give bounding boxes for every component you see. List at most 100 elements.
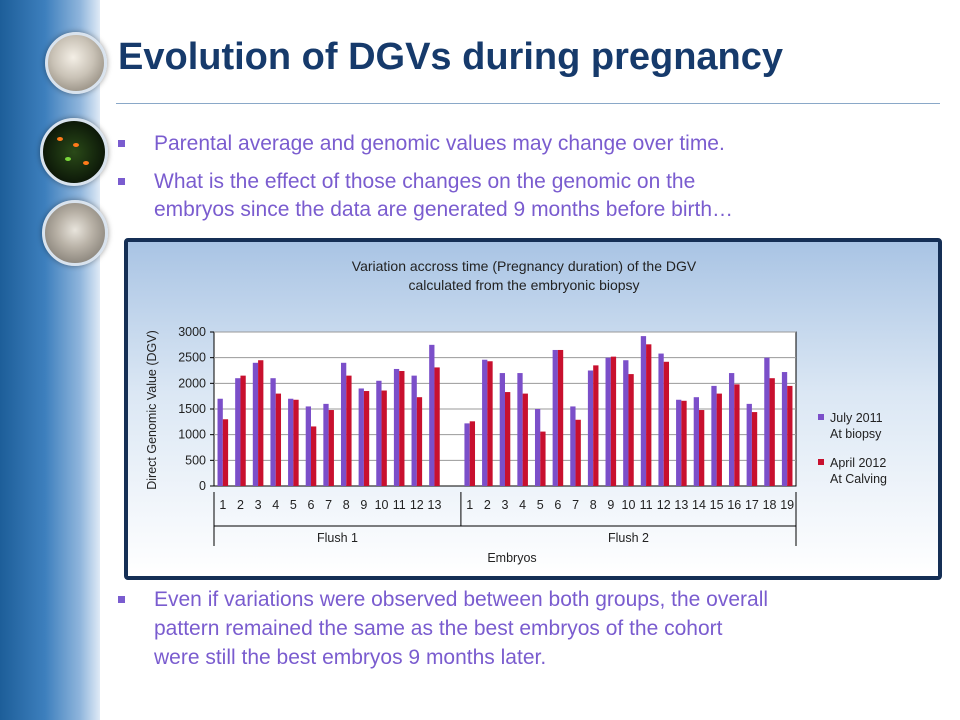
bar-july-2011 bbox=[252, 362, 259, 486]
bar-july-2011 bbox=[340, 362, 347, 486]
bar-april-2012 bbox=[575, 419, 581, 486]
bar-april-2012 bbox=[346, 375, 352, 486]
y-tick-label: 0 bbox=[199, 479, 206, 493]
x-tick-label: 19 bbox=[780, 498, 794, 512]
bar-july-2011 bbox=[587, 370, 594, 486]
bar-july-2011 bbox=[235, 378, 241, 486]
x-tick-label: 8 bbox=[590, 498, 597, 512]
bar-april-2012 bbox=[381, 390, 387, 486]
title-divider bbox=[116, 103, 940, 104]
bullet-1-text: Parental average and genomic values may … bbox=[154, 132, 725, 155]
bar-april-2012 bbox=[681, 400, 687, 486]
y-tick-label: 3000 bbox=[178, 325, 206, 339]
x-tick-label: 11 bbox=[393, 498, 406, 512]
bullet-2-line-1: What is the effect of those changes on t… bbox=[154, 170, 696, 193]
bullet-2-line-2: embryos since the data are generated 9 m… bbox=[154, 198, 733, 221]
x-tick-label: 6 bbox=[554, 498, 561, 512]
legend-label-series-1-line-1: July 2011 bbox=[830, 411, 883, 425]
bar-july-2011 bbox=[534, 409, 541, 486]
x-tick-label: 3 bbox=[502, 498, 509, 512]
bar-april-2012 bbox=[663, 361, 670, 486]
x-tick-label: 18 bbox=[763, 498, 777, 512]
x-tick-label: 7 bbox=[572, 498, 579, 512]
bullet-3-line-2: pattern remained the same as the best em… bbox=[154, 617, 723, 640]
x-tick-label: 12 bbox=[410, 498, 424, 512]
y-tick-label: 1000 bbox=[178, 428, 206, 442]
bar-july-2011 bbox=[623, 360, 629, 486]
bar-july-2011 bbox=[288, 398, 294, 486]
bar-april-2012 bbox=[628, 374, 634, 486]
chart-title-line-2: calculated from the embryonic biopsy bbox=[408, 277, 639, 293]
bar-july-2011 bbox=[764, 357, 770, 486]
x-tick-label: 8 bbox=[343, 498, 350, 512]
bar-april-2012 bbox=[787, 385, 793, 486]
x-tick-label: 11 bbox=[640, 498, 653, 512]
bar-april-2012 bbox=[522, 393, 528, 486]
x-axis-label: Embryos bbox=[487, 551, 536, 565]
bar-april-2012 bbox=[557, 349, 564, 486]
bar-july-2011 bbox=[358, 388, 364, 486]
bar-july-2011 bbox=[411, 375, 417, 486]
dgv-chart: Variation accross time (Pregnancy durati… bbox=[124, 238, 942, 580]
bar-july-2011 bbox=[728, 373, 735, 486]
legend-label-series-1-line-2: At biopsy bbox=[830, 427, 882, 441]
bar-april-2012 bbox=[399, 371, 405, 486]
bar-april-2012 bbox=[328, 410, 334, 486]
y-tick-label: 2500 bbox=[178, 351, 206, 365]
slide-title: Evolution of DGVs during pregnancy bbox=[118, 36, 784, 78]
bar-april-2012 bbox=[469, 421, 476, 486]
x-tick-label: 16 bbox=[727, 498, 741, 512]
x-tick-label: 2 bbox=[484, 498, 491, 512]
x-tick-label: 10 bbox=[622, 498, 636, 512]
bar-april-2012 bbox=[505, 392, 511, 486]
x-tick-label: 10 bbox=[375, 498, 389, 512]
x-tick-label: 5 bbox=[290, 498, 297, 512]
bar-july-2011 bbox=[570, 406, 576, 486]
bar-july-2011 bbox=[305, 406, 311, 486]
bar-july-2011 bbox=[376, 380, 382, 486]
bar-april-2012 bbox=[593, 365, 599, 486]
bullet-marker bbox=[118, 140, 125, 147]
bullet-3: Even if variations were observed between… bbox=[118, 587, 948, 671]
bar-april-2012 bbox=[293, 399, 299, 486]
group-label: Flush 2 bbox=[608, 531, 649, 545]
bar-april-2012 bbox=[434, 367, 440, 486]
bar-july-2011 bbox=[429, 344, 435, 486]
left-decorative-bar bbox=[0, 0, 100, 720]
sperm-microscopy-icon bbox=[40, 118, 108, 186]
y-tick-label: 2000 bbox=[178, 376, 206, 390]
bar-july-2011 bbox=[711, 385, 717, 486]
bar-july-2011 bbox=[693, 397, 699, 486]
x-tick-label: 13 bbox=[674, 498, 688, 512]
bar-april-2012 bbox=[240, 375, 246, 486]
x-tick-label: 1 bbox=[466, 498, 473, 512]
bar-april-2012 bbox=[540, 431, 546, 486]
bar-july-2011 bbox=[658, 353, 664, 486]
group-label: Flush 1 bbox=[317, 531, 358, 545]
bar-july-2011 bbox=[217, 398, 223, 486]
bar-july-2011 bbox=[323, 403, 329, 486]
bar-april-2012 bbox=[275, 393, 282, 486]
bar-july-2011 bbox=[499, 373, 505, 486]
bar-july-2011 bbox=[517, 373, 523, 486]
bullet-1: Parental average and genomic values may … bbox=[118, 131, 938, 159]
bar-july-2011 bbox=[393, 368, 400, 486]
bar-april-2012 bbox=[363, 391, 370, 486]
bar-july-2011 bbox=[270, 378, 276, 486]
x-tick-label: 6 bbox=[308, 498, 315, 512]
x-tick-label: 2 bbox=[237, 498, 244, 512]
bar-april-2012 bbox=[734, 384, 740, 486]
bullet-3-line-3: were still the best embryos 9 months lat… bbox=[154, 646, 547, 669]
x-tick-label: 12 bbox=[657, 498, 671, 512]
y-tick-label: 1500 bbox=[178, 402, 206, 416]
bar-july-2011 bbox=[482, 359, 488, 486]
bar-april-2012 bbox=[311, 426, 317, 486]
y-axis-label: Direct Genomic Value (DGV) bbox=[145, 330, 159, 490]
bar-july-2011 bbox=[746, 403, 752, 486]
bar-april-2012 bbox=[222, 419, 229, 486]
bar-april-2012 bbox=[699, 410, 705, 486]
legend-swatch-series-2 bbox=[818, 459, 824, 465]
bar-april-2012 bbox=[716, 393, 722, 486]
x-tick-label: 15 bbox=[710, 498, 724, 512]
bullet-2: What is the effect of those changes on t… bbox=[118, 169, 938, 225]
